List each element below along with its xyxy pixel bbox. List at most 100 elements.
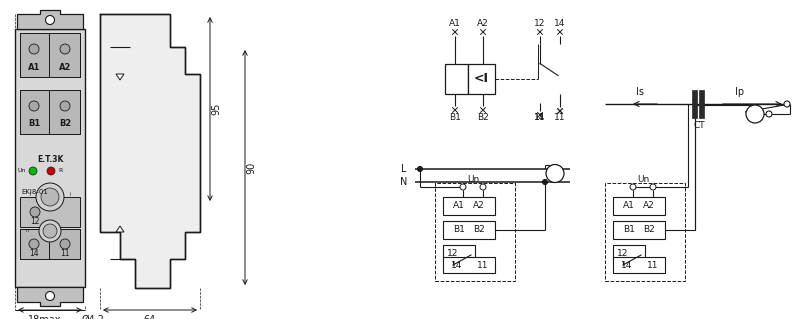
- Circle shape: [650, 184, 656, 190]
- Text: Un: Un: [18, 168, 26, 174]
- Text: 11: 11: [478, 261, 489, 270]
- Bar: [20, 33, 80, 77]
- Text: 95: 95: [211, 103, 221, 115]
- Text: N: N: [400, 177, 407, 187]
- Text: A2: A2: [643, 202, 655, 211]
- Bar: [445, 64, 467, 94]
- Bar: [699, 90, 704, 118]
- Text: A2: A2: [477, 19, 489, 28]
- Text: Un: Un: [467, 174, 479, 183]
- Text: L: L: [402, 164, 407, 174]
- Circle shape: [29, 101, 39, 111]
- Circle shape: [36, 183, 64, 211]
- Circle shape: [39, 220, 61, 242]
- Circle shape: [630, 184, 636, 190]
- Text: A1: A1: [28, 63, 40, 71]
- Polygon shape: [17, 10, 83, 29]
- Text: 14: 14: [451, 261, 462, 270]
- Text: B1: B1: [453, 226, 465, 234]
- Circle shape: [460, 184, 466, 190]
- Circle shape: [46, 292, 54, 300]
- Bar: [443, 245, 475, 261]
- Text: A2: A2: [59, 63, 71, 71]
- Text: A1: A1: [449, 19, 461, 28]
- Text: 14: 14: [622, 261, 633, 270]
- Text: 12: 12: [447, 249, 458, 257]
- Bar: [692, 90, 697, 118]
- Bar: [20, 33, 49, 77]
- Text: 18max: 18max: [28, 315, 62, 319]
- Circle shape: [766, 111, 772, 117]
- Text: A2: A2: [473, 202, 485, 211]
- Text: E.T.3K: E.T.3K: [37, 154, 63, 164]
- Circle shape: [43, 224, 57, 238]
- Text: 11: 11: [534, 114, 546, 122]
- Text: Ø4.2: Ø4.2: [82, 315, 105, 319]
- Circle shape: [30, 207, 40, 217]
- Circle shape: [418, 167, 422, 172]
- Text: 14: 14: [534, 114, 546, 122]
- Text: CT: CT: [693, 122, 705, 130]
- Circle shape: [60, 101, 70, 111]
- Polygon shape: [116, 74, 124, 80]
- Bar: [20, 229, 80, 259]
- Polygon shape: [116, 226, 124, 232]
- Bar: [49, 33, 80, 77]
- Bar: [467, 64, 495, 94]
- Text: B2: B2: [59, 120, 71, 129]
- Text: 11: 11: [60, 249, 70, 258]
- Bar: [605, 183, 685, 281]
- Circle shape: [784, 101, 790, 107]
- Circle shape: [60, 44, 70, 54]
- Circle shape: [46, 16, 54, 25]
- Text: Un: Un: [637, 174, 649, 183]
- Text: A1: A1: [623, 202, 635, 211]
- Text: B2: B2: [473, 226, 485, 234]
- Text: 11: 11: [647, 261, 658, 270]
- Circle shape: [41, 188, 59, 206]
- Bar: [613, 221, 665, 239]
- Text: 14: 14: [554, 19, 566, 28]
- Bar: [613, 257, 665, 273]
- Text: B2: B2: [477, 114, 489, 122]
- Polygon shape: [100, 14, 200, 288]
- Polygon shape: [17, 287, 83, 306]
- Text: R: R: [58, 168, 62, 174]
- Bar: [443, 197, 495, 215]
- Text: EKI8-01: EKI8-01: [21, 189, 48, 195]
- Bar: [49, 229, 80, 259]
- Text: B1: B1: [449, 114, 461, 122]
- Bar: [49, 90, 80, 134]
- Circle shape: [29, 167, 37, 175]
- Circle shape: [546, 165, 564, 182]
- Text: 12: 12: [618, 249, 629, 257]
- Circle shape: [29, 44, 39, 54]
- Circle shape: [47, 167, 55, 175]
- Bar: [435, 183, 515, 281]
- Bar: [20, 229, 49, 259]
- Bar: [20, 90, 49, 134]
- Text: 12: 12: [534, 19, 546, 28]
- Text: A1: A1: [453, 202, 465, 211]
- Bar: [443, 221, 495, 239]
- Bar: [613, 245, 645, 261]
- Text: 14: 14: [29, 249, 39, 258]
- Circle shape: [480, 184, 486, 190]
- Bar: [20, 197, 80, 227]
- Text: 11: 11: [554, 114, 566, 122]
- Circle shape: [60, 239, 70, 249]
- Circle shape: [542, 180, 547, 184]
- Text: Is: Is: [636, 87, 644, 97]
- Text: <I: <I: [474, 72, 489, 85]
- Bar: [443, 257, 495, 273]
- Text: n: n: [26, 228, 29, 234]
- Text: 64: 64: [144, 315, 156, 319]
- Bar: [613, 197, 665, 215]
- Text: B1: B1: [623, 226, 635, 234]
- Text: B2: B2: [643, 226, 655, 234]
- Circle shape: [29, 239, 39, 249]
- Text: B1: B1: [28, 120, 40, 129]
- Text: 12: 12: [30, 218, 40, 226]
- Bar: [20, 90, 80, 134]
- Circle shape: [746, 105, 764, 123]
